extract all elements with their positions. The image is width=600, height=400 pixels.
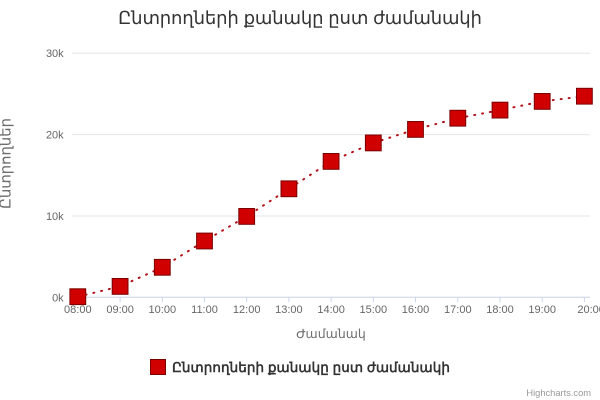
svg-text:18:00: 18:00 bbox=[486, 304, 514, 316]
svg-text:0k: 0k bbox=[52, 292, 64, 304]
svg-text:09:00: 09:00 bbox=[106, 304, 134, 316]
svg-text:13:00: 13:00 bbox=[275, 304, 303, 316]
svg-text:14:00: 14:00 bbox=[317, 304, 345, 316]
svg-text:10k: 10k bbox=[46, 211, 64, 223]
svg-text:11:00: 11:00 bbox=[191, 304, 218, 316]
svg-text:30k: 30k bbox=[46, 48, 64, 60]
svg-text:17:00: 17:00 bbox=[444, 304, 472, 316]
svg-text:16:00: 16:00 bbox=[402, 304, 430, 316]
svg-text:15:00: 15:00 bbox=[360, 304, 388, 316]
svg-text:19:00: 19:00 bbox=[528, 304, 556, 316]
svg-text:20k: 20k bbox=[46, 130, 64, 142]
svg-text:12:00: 12:00 bbox=[233, 304, 261, 316]
svg-text:08:00: 08:00 bbox=[64, 304, 92, 316]
svg-text:10:00: 10:00 bbox=[149, 304, 177, 316]
svg-text:20:00: 20:00 bbox=[577, 304, 600, 316]
